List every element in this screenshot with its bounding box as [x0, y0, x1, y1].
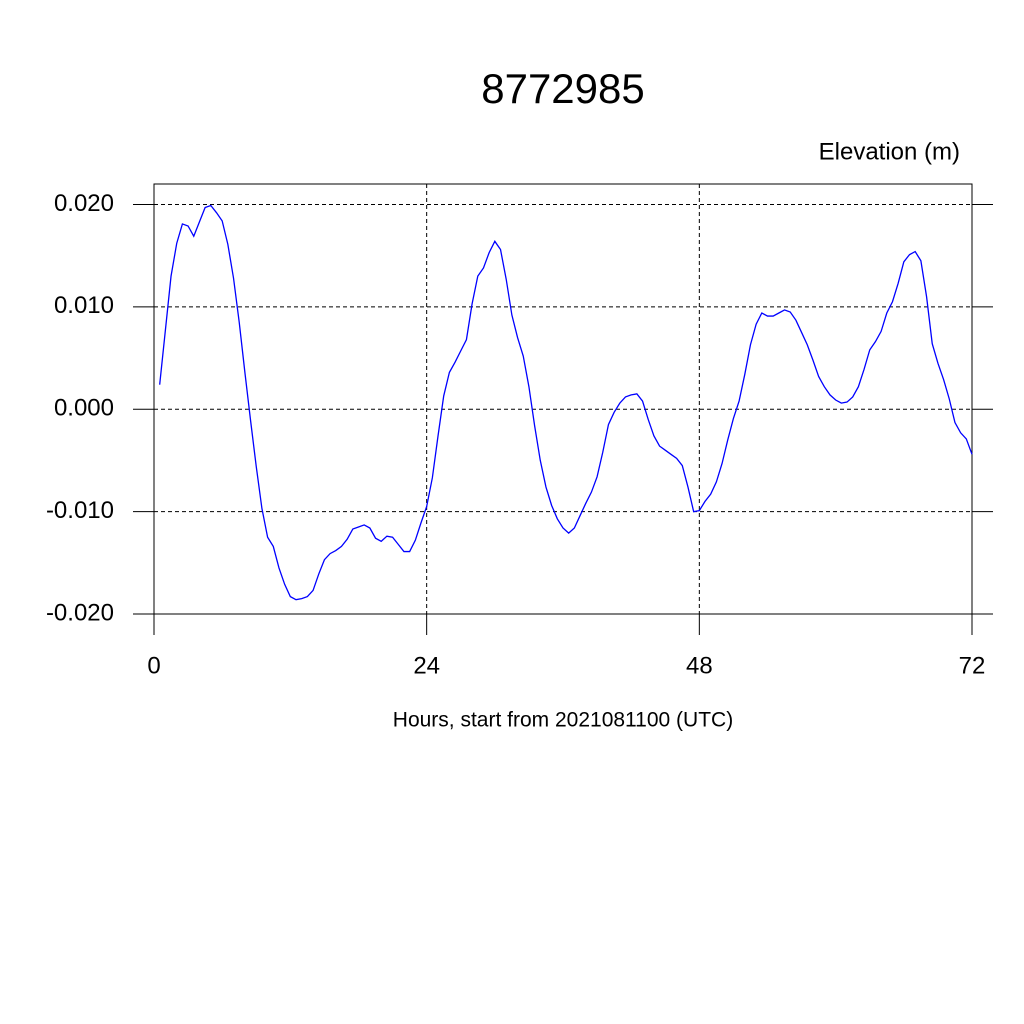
x-tick-label: 24 — [413, 652, 440, 679]
x-axis-label: Hours, start from 2021081100 (UTC) — [393, 709, 733, 732]
y-tick-label: 0.010 — [54, 292, 114, 319]
y-tick-label: -0.010 — [46, 497, 114, 524]
y-tick-label: 0.020 — [54, 190, 114, 217]
chart-title: 8772985 — [481, 65, 645, 112]
plot-frame — [153, 183, 973, 615]
x-tick-label: 72 — [959, 652, 986, 679]
y-tick-label: 0.000 — [54, 395, 114, 422]
x-tick-label: 0 — [147, 652, 160, 679]
y-tick-label: -0.020 — [46, 599, 114, 626]
data-line — [159, 204, 973, 601]
x-tick-label: 48 — [686, 652, 713, 679]
chart-subtitle: Elevation (m) — [819, 138, 960, 165]
